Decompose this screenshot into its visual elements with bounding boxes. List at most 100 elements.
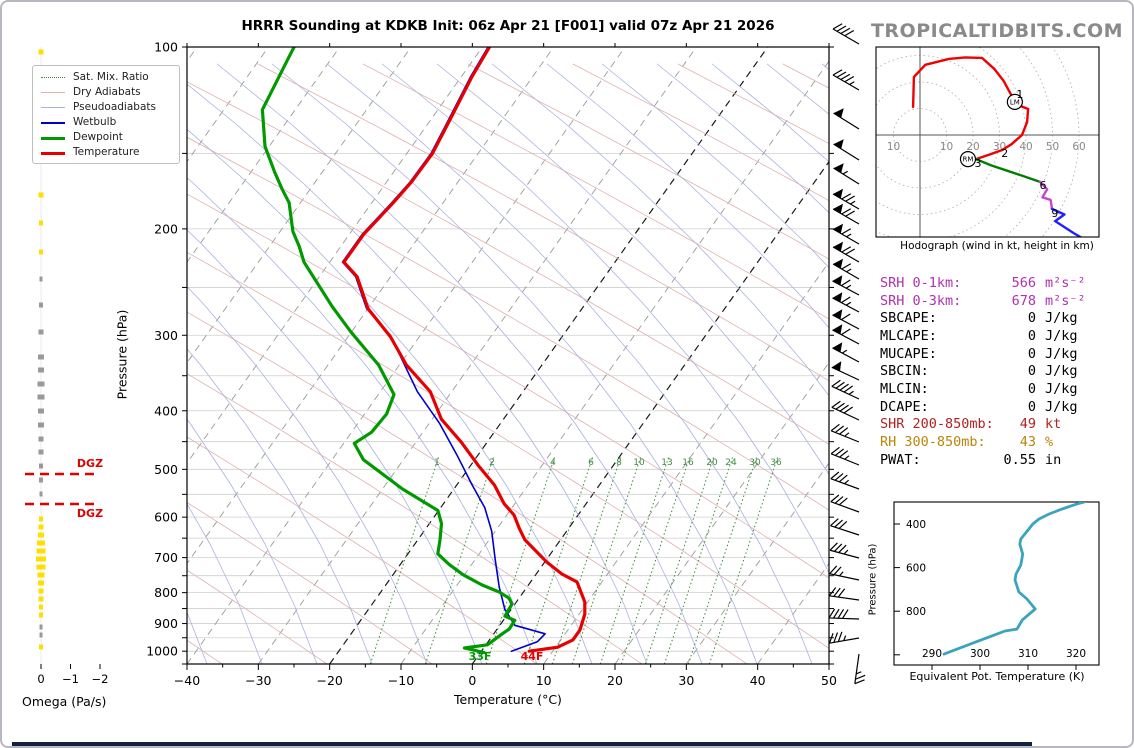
- temperature-line-swatch: [41, 152, 65, 155]
- isotherm-line: [187, 47, 269, 163]
- pressure-tick-label: 1000: [146, 644, 178, 659]
- dry-adiabats-line-swatch: [41, 92, 65, 93]
- theta-e-curve: [942, 502, 1086, 656]
- wind-barb: [832, 69, 860, 91]
- dry-adiabat-line: [187, 311, 748, 664]
- legend-item: Wetbulb: [33, 115, 179, 130]
- omega-bar: [39, 624, 43, 630]
- stat-row: PWAT: 0.55 in: [880, 451, 1062, 468]
- hodograph-tick-label: 40: [1019, 141, 1032, 153]
- hodograph-height-label: 2: [1001, 147, 1008, 160]
- isotherm-line: [257, 47, 697, 664]
- hodograph-trace-6-9km: [1038, 180, 1054, 211]
- mixing-ratio-line: [485, 456, 556, 664]
- temp-tick-label: 0: [468, 673, 476, 688]
- dry-adiabat-line: [187, 193, 829, 579]
- theta-e-ptick-label: 600: [906, 563, 926, 575]
- theta-e-xtick-label: 290: [922, 648, 942, 660]
- skewt-background: 1 2 4 6 8 10 13 16 20 24 30 36: [187, 47, 829, 664]
- stat-row: MLCIN: 0 J/kg: [880, 380, 1078, 397]
- omega-bar: [38, 596, 44, 602]
- pseudoadiabat-line: [216, 63, 703, 664]
- temp-tick-label: 30: [678, 673, 694, 688]
- dry-adiabat-line: [187, 436, 538, 664]
- dry-adiabat-line: [187, 81, 829, 445]
- omega-bar: [38, 329, 44, 335]
- stat-row: SRH 0-3km: 678 m²s⁻²: [880, 292, 1086, 309]
- omega-bar: [38, 192, 44, 198]
- hodograph-tick-label: 60: [1072, 141, 1085, 153]
- mixing-ratio-line: [708, 456, 779, 664]
- omega-bar: [39, 491, 43, 497]
- pseudoadiabat-line: [187, 177, 538, 664]
- pressure-tick-label: 700: [154, 550, 178, 565]
- hodograph-border: [875, 46, 1100, 238]
- pressure-tick-label: 200: [154, 221, 178, 236]
- omega-bar: [39, 249, 43, 255]
- hodograph-tick-label: 10: [887, 141, 900, 153]
- wind-barb: [830, 518, 860, 536]
- pseudoadiabat-line: [187, 503, 263, 664]
- legend-label: Pseudoadiabats: [73, 101, 156, 113]
- pseudoadiabat-line: [187, 229, 483, 664]
- mixing-ratio-label: 30: [749, 458, 761, 468]
- omega-bar: [39, 276, 43, 282]
- wind-barb: [830, 423, 860, 443]
- theta-e-xtick-label: 300: [970, 648, 990, 660]
- omega-bar: [37, 394, 45, 400]
- dry-adiabat-line: [187, 373, 643, 664]
- legend-label: Dry Adiabats: [73, 86, 141, 98]
- mixing-ratio-line: [523, 456, 594, 664]
- wind-barb: [828, 631, 860, 644]
- mixing-ratio-label: 16: [682, 458, 694, 468]
- mixing-ratio-line: [424, 456, 495, 664]
- mixing-ratio-label: 10: [633, 458, 645, 468]
- pseudoadiabat-line: [187, 83, 648, 664]
- wind-barb: [828, 608, 860, 620]
- omega-bar: [39, 632, 43, 638]
- hodograph-trace-3-6km: [974, 157, 1042, 184]
- dry-adiabat-line: [187, 251, 829, 649]
- dry-adiabat-line: [572, 63, 829, 202]
- legend-item: Dewpoint: [33, 130, 179, 145]
- storm-motion-rm: [959, 151, 977, 168]
- hodograph-tick-label: 10: [940, 141, 953, 153]
- wind-barb: [832, 258, 860, 280]
- omega-bar: [38, 588, 44, 594]
- temp-tick-label: −40: [174, 673, 200, 688]
- wind-barb: [828, 587, 860, 601]
- wetbulb-line-swatch: [41, 122, 65, 124]
- pseudoadiabat-line: [381, 63, 829, 575]
- isotherm-line: [685, 462, 829, 664]
- wind-barb: [830, 494, 860, 513]
- legend-label: Sat. Mix. Ratio: [73, 71, 149, 83]
- omega-bar: [36, 564, 46, 570]
- pseudoadiabat-line: [187, 286, 428, 664]
- theta-e-yaxis-label: Pressure (hPa): [867, 543, 879, 616]
- wind-barb: [832, 223, 860, 245]
- temp-tick-label: 40: [750, 673, 766, 688]
- theta-e-border: [893, 501, 1100, 666]
- mixing-ratio-label: 20: [706, 458, 718, 468]
- stat-row: DCAPE: 0 J/kg: [880, 398, 1078, 415]
- wind-barb: [832, 292, 860, 313]
- mixing-ratio-line: [571, 456, 642, 664]
- omega-panel: 0 −1 −2: [25, 47, 108, 686]
- omega-tick-label: −2: [92, 672, 109, 686]
- watermark: TROPICALTIDBITS.COM: [870, 20, 1124, 42]
- wind-barb: [833, 108, 860, 130]
- dewpoint-line-swatch: [41, 137, 65, 140]
- temp-tick-label: 50: [821, 673, 837, 688]
- page-title: HRRR Sounding at KDKB Init: 06z Apr 21 […: [241, 18, 775, 34]
- legend: Sat. Mix. Ratio Dry Adiabats Pseudoadiab…: [32, 65, 180, 164]
- pressure-tick-label: 100: [154, 40, 178, 55]
- dgz-label-lower: DGZ: [76, 507, 104, 520]
- omega-bar: [38, 524, 44, 530]
- wind-barb: [854, 653, 866, 685]
- omega-bar: [37, 572, 45, 578]
- stat-row: SHR 200-850mb: 49 kt: [880, 416, 1062, 433]
- stat-row: SRH 0-1km: 566 m²s⁻²: [880, 275, 1086, 291]
- mixing-ratio-label: 6: [588, 458, 594, 468]
